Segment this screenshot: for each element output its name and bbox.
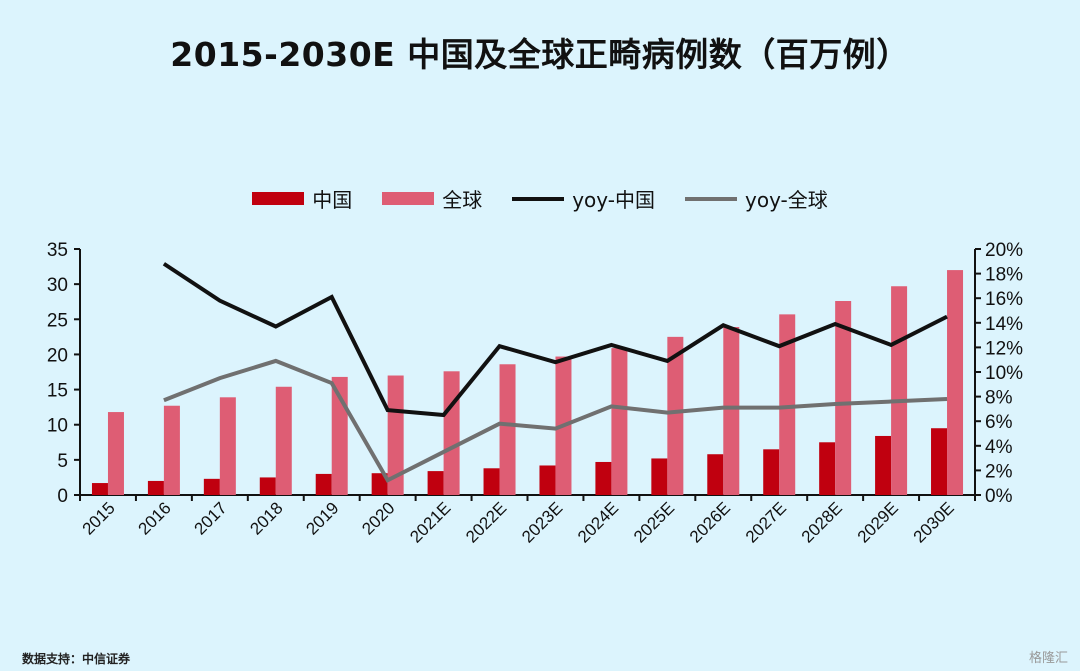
right-tick-label: 10%	[985, 363, 1023, 384]
bar-global	[891, 286, 908, 495]
bar-global	[499, 364, 516, 495]
x-tick-label: 2016	[135, 498, 175, 538]
x-tick-label: 2022E	[462, 498, 510, 546]
bar-china	[931, 428, 948, 495]
left-tick-label: 30	[47, 275, 68, 296]
x-tick-label: 2023E	[518, 498, 566, 546]
right-tick-label: 12%	[985, 338, 1023, 359]
bar-global	[779, 314, 796, 495]
right-tick-label: 6%	[985, 412, 1013, 433]
x-tick-label: 2025E	[630, 498, 678, 546]
legend-label: yoy-全球	[745, 188, 828, 212]
bar-global	[275, 386, 292, 495]
left-tick-label: 35	[47, 240, 68, 261]
bar-china	[147, 480, 164, 495]
right-tick-label: 4%	[985, 437, 1013, 458]
legend-label: yoy-中国	[572, 188, 655, 212]
bar-china	[875, 435, 892, 495]
bar-global	[667, 336, 684, 495]
chart-title: 2015-2030E 中国及全球正畸病例数（百万例）	[170, 35, 910, 74]
left-tick-label: 25	[47, 310, 68, 331]
bar-global	[443, 371, 460, 495]
bar-global	[723, 327, 740, 495]
bar-global	[947, 270, 964, 495]
left-tick-label: 5	[57, 451, 68, 472]
right-tick-label: 16%	[985, 289, 1023, 310]
legend-label: 全球	[442, 188, 483, 212]
bar-china	[91, 483, 108, 495]
x-tick-label: 2019	[302, 498, 342, 538]
left-tick-label: 20	[47, 345, 68, 366]
x-tick-label: 2030E	[910, 498, 958, 546]
bar-global	[387, 375, 404, 495]
bar-china	[707, 454, 724, 495]
legend-swatch	[512, 196, 565, 201]
bar-china	[651, 458, 668, 495]
source-note: 数据支持：中信证券	[22, 652, 131, 666]
bar-global	[163, 405, 180, 495]
legend-swatch	[382, 192, 435, 205]
left-tick-label: 10	[47, 416, 68, 437]
bar-china	[595, 461, 612, 495]
bar-china	[371, 473, 388, 495]
x-tick-label: 2017	[190, 498, 230, 538]
x-tick-label: 2028E	[798, 498, 846, 546]
bar-china	[259, 477, 276, 495]
legend-item-yoy-china: yoy-中国	[512, 184, 655, 213]
right-tick-label: 18%	[985, 265, 1023, 286]
x-tick-label: 2026E	[686, 498, 734, 546]
legend-item-china: 中国	[252, 184, 352, 213]
bar-china	[483, 468, 500, 495]
bar-china	[315, 473, 332, 495]
right-tick-label: 8%	[985, 388, 1013, 409]
x-tick-label: 2024E	[574, 498, 622, 546]
legend-swatch	[252, 192, 305, 205]
bar-global	[611, 348, 628, 495]
legend-label: 中国	[312, 188, 353, 212]
watermark-logo: 格隆汇	[1028, 651, 1068, 666]
bar-china	[819, 442, 836, 495]
x-tick-label: 2015	[79, 498, 119, 538]
bar-china	[203, 478, 220, 495]
right-tick-label: 20%	[985, 240, 1023, 261]
x-tick-label: 2021E	[406, 498, 454, 546]
legend: 中国 全球 yoy-中国 yoy-全球	[0, 184, 1080, 213]
right-tick-label: 0%	[985, 486, 1013, 507]
bar-global	[835, 301, 852, 495]
right-tick-label: 14%	[985, 314, 1023, 335]
x-tick-label: 2027E	[742, 498, 790, 546]
legend-item-yoy-global: yoy-全球	[685, 184, 828, 213]
x-tick-label: 2029E	[854, 498, 902, 546]
bar-global	[219, 397, 236, 495]
bar-global	[107, 412, 124, 495]
legend-item-global: 全球	[382, 184, 482, 213]
bar-china	[763, 449, 780, 495]
x-tick-label: 2018	[246, 498, 286, 538]
legend-swatch	[685, 196, 737, 201]
x-tick-label: 2020	[358, 498, 398, 538]
bar-china	[427, 471, 444, 495]
left-tick-label: 0	[57, 486, 68, 507]
bar-china	[539, 465, 556, 495]
right-tick-label: 2%	[985, 461, 1013, 482]
left-tick-label: 15	[47, 381, 68, 402]
